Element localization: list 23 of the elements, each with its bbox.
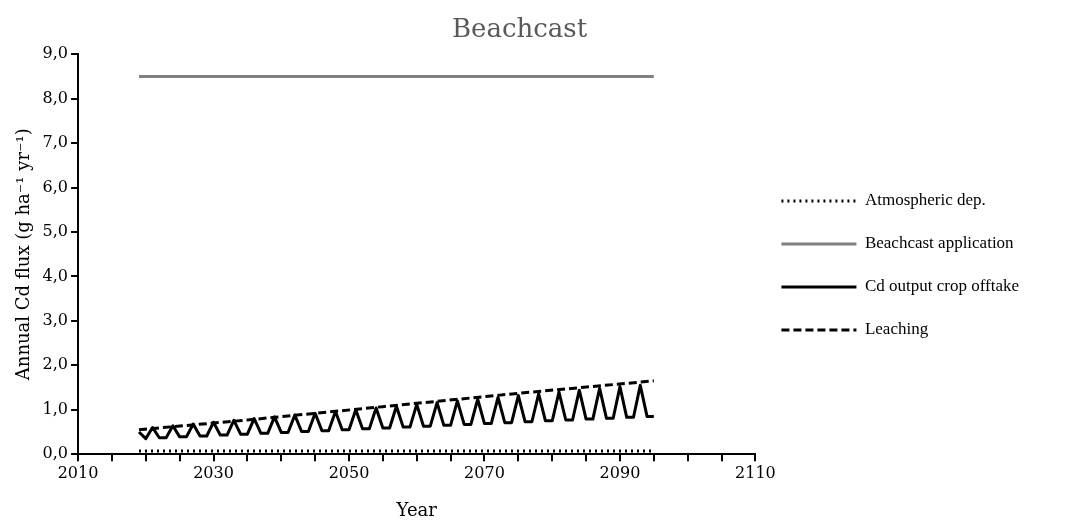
y-tick-label: 1,0 [42,398,69,418]
legend-label: Cd output crop offtake [864,276,1020,296]
legend-label: Beachcast application [864,233,1015,253]
x-tick-label: 2070 [464,462,505,482]
y-tick-label: 3,0 [42,310,69,330]
x-tick-label: 2010 [57,462,99,482]
y-tick-label: 5,0 [42,221,69,241]
y-tick-label: 4,0 [42,265,69,285]
x-tick-label: 2110 [735,462,776,482]
y-tick-label: 7,0 [42,132,69,152]
x-tick-label: 2050 [328,462,370,482]
legend-label: Atmospheric dep. [864,190,986,210]
legend-label: Leaching [864,319,929,339]
y-tick-label: 6,0 [42,176,69,196]
x-tick-label: 2030 [193,462,234,482]
x-axis-title: Year [395,498,438,520]
y-tick-label: 0,0 [42,443,69,463]
y-axis-title: Annual Cd flux (g ha⁻¹ yr⁻¹) [12,128,34,382]
y-tick-label: 2,0 [42,354,69,374]
y-tick-label: 9,0 [42,43,69,63]
y-tick-label: 8,0 [42,87,69,107]
chart-title: Beachcast [451,13,588,44]
x-tick-label: 2090 [599,462,641,482]
